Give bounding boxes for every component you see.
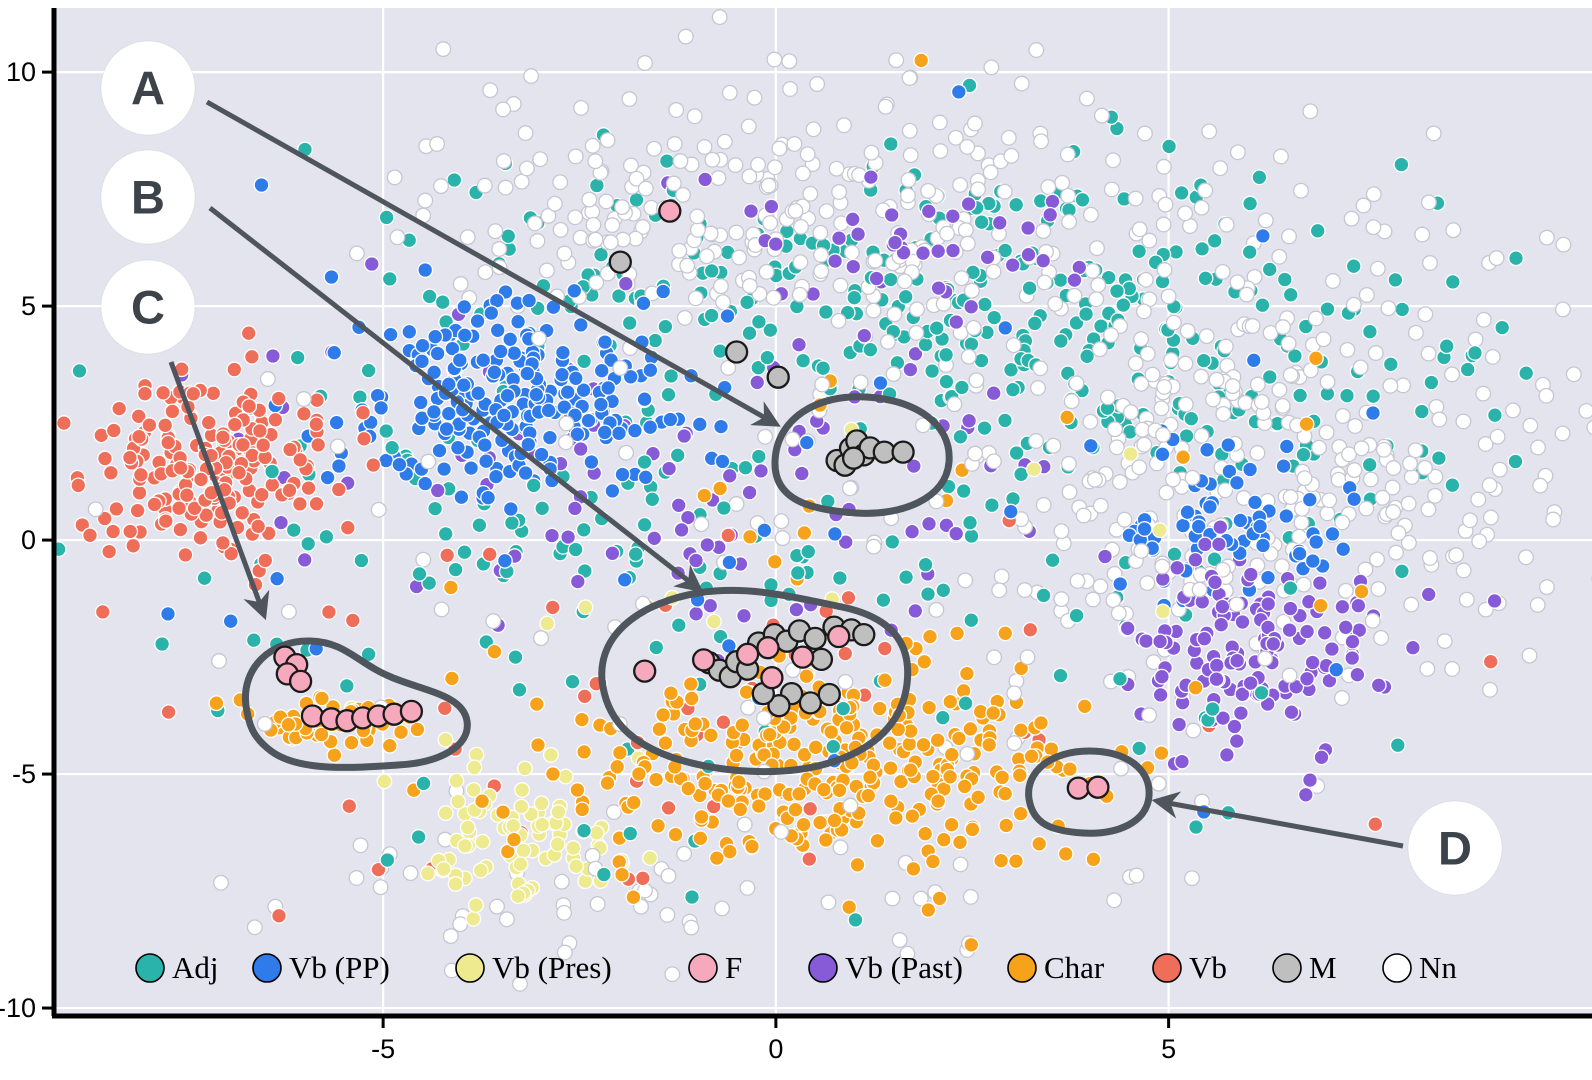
svg-text:5: 5: [21, 291, 36, 321]
legend-swatch: [135, 953, 165, 983]
legend-item-Vb (Pres): Vb (Pres): [455, 950, 612, 985]
highlight-points-layer: [273, 199, 1110, 800]
y-tick-labels: -10 -5 0 5 10: [0, 57, 36, 1023]
legend-label: Char: [1044, 950, 1105, 985]
svg-text:-10: -10: [0, 993, 36, 1023]
axes: [42, 8, 1592, 1028]
highlight-point-F: [300, 704, 325, 728]
legend-item-Nn: Nn: [1382, 950, 1457, 985]
svg-text:A: A: [131, 62, 165, 115]
cluster-b-outline: [598, 586, 912, 776]
cluster-a-outline: [771, 393, 953, 517]
annotation-label-A: A: [100, 40, 196, 136]
legend-label: F: [725, 950, 742, 985]
legend-label: Vb (PP): [289, 950, 390, 985]
highlight-point-F: [790, 645, 815, 669]
highlight-point-M: [724, 340, 749, 364]
legend-swatch: [252, 953, 282, 983]
arrow-C: [168, 361, 270, 621]
highlight-point-F: [658, 199, 682, 223]
highlight-point-M: [798, 691, 823, 715]
legend-swatch: [1382, 953, 1412, 983]
legend-swatch: [1007, 953, 1037, 983]
legend: Adj Vb (PP) Vb (Pres) F Vb (Past) Char V…: [135, 950, 1457, 985]
highlight-point-M: [608, 250, 632, 274]
legend-swatch: [808, 953, 838, 983]
legend-item-Vb (PP): Vb (PP): [252, 950, 390, 985]
legend-item-Vb: Vb: [1152, 950, 1227, 985]
legend-label: Vb: [1189, 950, 1227, 985]
legend-item-Vb (Past): Vb (Past): [808, 950, 963, 985]
legend-label: Vb (Pres): [492, 950, 612, 985]
legend-item-F: F: [688, 950, 742, 985]
highlight-point-M: [891, 440, 915, 464]
legend-swatch: [1272, 953, 1302, 983]
svg-text:5: 5: [1161, 1034, 1176, 1064]
highlight-point-F: [1086, 775, 1110, 799]
highlight-point-F: [827, 624, 851, 649]
svg-text:D: D: [1438, 822, 1472, 875]
svg-text:0: 0: [768, 1034, 783, 1064]
legend-label: M: [1309, 950, 1337, 985]
highlight-point-F: [735, 642, 760, 666]
legend-label: Nn: [1419, 950, 1457, 985]
legend-item-Adj: Adj: [135, 950, 219, 985]
annotation-labels: A B C D: [100, 40, 1503, 896]
svg-text:10: 10: [6, 57, 36, 87]
legend-swatch: [688, 953, 718, 983]
highlight-point-F: [633, 659, 657, 683]
highlight-point-F: [760, 666, 784, 690]
highlight-point-M: [766, 365, 790, 389]
highlight-point-F: [288, 669, 313, 694]
annotation-label-D: D: [1407, 800, 1503, 896]
annotation-label-B: B: [100, 149, 196, 245]
highlight-point-M: [841, 446, 866, 470]
x-tick-labels: -5 0 5: [371, 1034, 1176, 1064]
svg-text:0: 0: [21, 525, 36, 555]
legend-item-M: M: [1272, 950, 1337, 985]
cluster-outlines: [241, 393, 1153, 837]
svg-text:B: B: [131, 171, 165, 224]
highlight-point-F: [691, 648, 716, 672]
svg-text:C: C: [131, 281, 165, 334]
annotation-arrows: [168, 99, 1404, 849]
legend-swatch: [1152, 953, 1182, 983]
highlight-point-M: [852, 622, 876, 647]
highlight-point-M: [803, 626, 827, 651]
arrow-D: [1151, 791, 1404, 849]
highlight-point-M: [809, 647, 834, 672]
legend-label: Vb (Past): [845, 950, 963, 985]
highlight-point-F: [756, 636, 780, 660]
cluster-d-outline: [1025, 747, 1153, 837]
arrow-B: [208, 206, 704, 593]
highlight-point-F: [1066, 776, 1090, 800]
highlight-point-M: [817, 682, 841, 707]
annotation-label-C: C: [100, 259, 196, 355]
svg-text:-5: -5: [12, 759, 36, 789]
legend-item-Char: Char: [1007, 950, 1105, 985]
highlight-point-F: [399, 699, 424, 724]
legend-swatch: [455, 953, 485, 983]
svg-text:-5: -5: [371, 1034, 395, 1064]
cluster-c-outline: [241, 637, 471, 771]
arrow-A: [205, 99, 781, 427]
legend-label: Adj: [172, 950, 219, 985]
highlight-point-M: [767, 694, 791, 718]
